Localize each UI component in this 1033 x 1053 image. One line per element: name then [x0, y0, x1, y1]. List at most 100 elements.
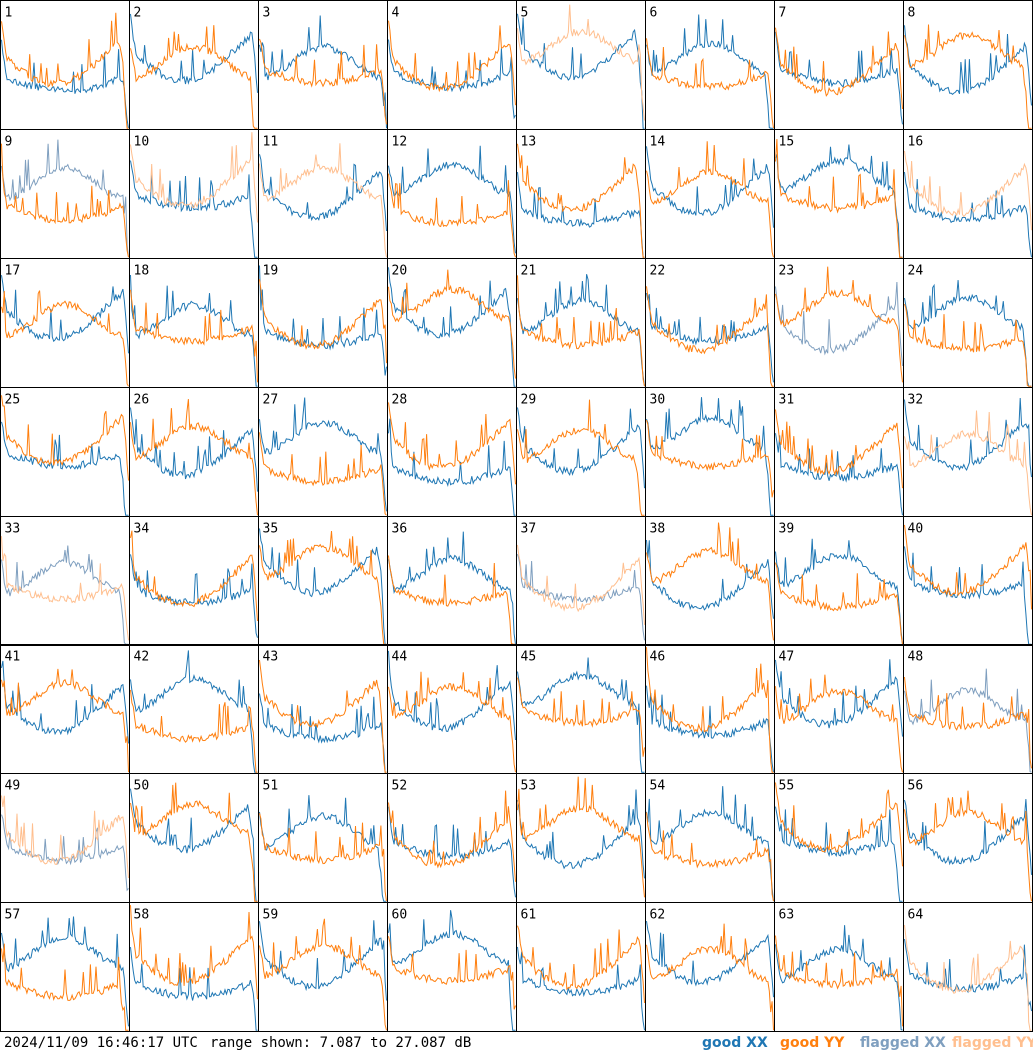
panel-46-yy-line	[646, 647, 774, 773]
panel-19-yy-line	[259, 279, 387, 364]
panel-50-yy-line	[130, 782, 258, 902]
panel-22: 22	[646, 264, 774, 387]
panel-19-xx-line	[259, 265, 387, 376]
panel-label: 17	[5, 264, 21, 279]
panel-31: 31	[775, 393, 903, 516]
panel-36-xx-line	[388, 531, 516, 645]
panel-label: 42	[134, 650, 150, 665]
panel-38-xx-line	[646, 539, 774, 619]
panel-43-xx-line	[259, 693, 387, 773]
panel-37: 37	[517, 522, 645, 641]
panel-3-xx-line	[259, 15, 387, 129]
panel-34-xx-line	[130, 554, 258, 638]
panel-39-yy-line	[775, 562, 903, 645]
panel-27: 27	[259, 393, 387, 516]
panel-18-xx-line	[130, 274, 258, 387]
panel-25: 25	[1, 393, 129, 516]
panel-47: 47	[775, 650, 903, 773]
panel-14-yy-line	[646, 141, 774, 258]
panel-17-xx-line	[1, 275, 129, 354]
panel-50: 50	[130, 779, 258, 902]
panel-label: 15	[779, 135, 795, 150]
panel-label: 27	[263, 393, 279, 408]
panel-44-xx-line	[388, 650, 516, 741]
panel-label: 33	[5, 522, 21, 537]
panel-31-yy-line	[775, 409, 903, 489]
panel-34-yy-line	[130, 530, 258, 622]
panel-45: 45	[517, 650, 645, 773]
panel-label: 50	[134, 779, 150, 794]
panel-13: 13	[517, 135, 645, 258]
panel-56: 56	[904, 779, 1032, 902]
panel-14-xx-line	[646, 146, 774, 228]
panel-51-yy-line	[259, 812, 387, 902]
panel-63: 63	[775, 908, 903, 1031]
panel-17-yy-line	[1, 290, 129, 387]
panel-64-yy-line	[904, 925, 1032, 1031]
panel-57-yy-line	[1, 943, 129, 1031]
panel-49: 49	[1, 779, 129, 892]
panel-34: 34	[130, 522, 258, 638]
panel-label: 2	[134, 6, 142, 21]
panel-29-xx-line	[517, 407, 645, 489]
panel-9: 9	[1, 135, 129, 258]
panel-38-yy-line	[646, 522, 774, 641]
panel-37-yy-line	[517, 544, 645, 625]
panel-7-xx-line	[775, 31, 903, 125]
panel-39: 39	[775, 522, 903, 645]
panel-2-yy-line	[130, 25, 258, 129]
panel-label: 57	[5, 908, 21, 923]
panel-label: 49	[5, 779, 21, 794]
panel-label: 16	[908, 135, 924, 150]
panel-label: 43	[263, 650, 279, 665]
panel-45-yy-line	[517, 677, 645, 757]
panel-4: 4	[388, 6, 516, 120]
panel-15-yy-line	[775, 138, 903, 258]
panel-41-yy-line	[1, 668, 129, 773]
panel-28: 28	[388, 393, 516, 516]
panel-25-xx-line	[1, 421, 129, 516]
panel-1-xx-line	[1, 39, 129, 129]
panel-61: 61	[517, 908, 645, 1031]
panel-label: 47	[779, 650, 795, 665]
panel-label: 38	[650, 522, 666, 537]
panel-6-xx-line	[646, 14, 774, 129]
panel-21-xx-line	[517, 274, 645, 387]
panel-51: 51	[259, 779, 387, 902]
panel-20: 20	[388, 264, 516, 387]
panel-35-xx-line	[259, 528, 387, 645]
panel-12-yy-line	[388, 173, 516, 258]
panel-label: 22	[650, 264, 666, 279]
panel-label: 10	[134, 135, 150, 150]
panel-33-xx-line	[1, 545, 129, 645]
panel-37-xx-line	[517, 554, 645, 641]
panel-26-yy-line	[130, 399, 258, 516]
panel-35-yy-line	[259, 530, 387, 645]
panel-54: 54	[646, 779, 774, 902]
panel-label: 21	[521, 264, 537, 279]
panel-63-xx-line	[775, 925, 903, 1031]
panel-39-xx-line	[775, 538, 903, 645]
panel-20-yy-line	[388, 269, 516, 379]
panel-54-xx-line	[646, 786, 774, 902]
panel-13-xx-line	[517, 172, 645, 258]
panel-62-xx-line	[646, 921, 774, 998]
panel-label: 64	[908, 908, 924, 923]
panel-55: 55	[775, 779, 903, 902]
panel-1-frame	[0, 0, 130, 130]
panel-11: 11	[259, 135, 387, 258]
panel-label: 32	[908, 393, 924, 408]
panel-60-xx-line	[388, 910, 516, 1031]
panel-label: 7	[779, 6, 787, 21]
panel-20-xx-line	[388, 267, 516, 387]
footer: 2024/11/09 16:46:17 UTC range shown: 7.0…	[0, 1033, 1033, 1053]
panel-1: 1	[1, 6, 129, 129]
panel-8-xx-line	[904, 25, 1032, 106]
panel-label: 20	[392, 264, 408, 279]
panel-61-yy-line	[517, 925, 645, 1004]
panel-58-xx-line	[130, 947, 258, 1031]
panel-label: 23	[779, 264, 795, 279]
panel-59-xx-line	[259, 920, 387, 1001]
